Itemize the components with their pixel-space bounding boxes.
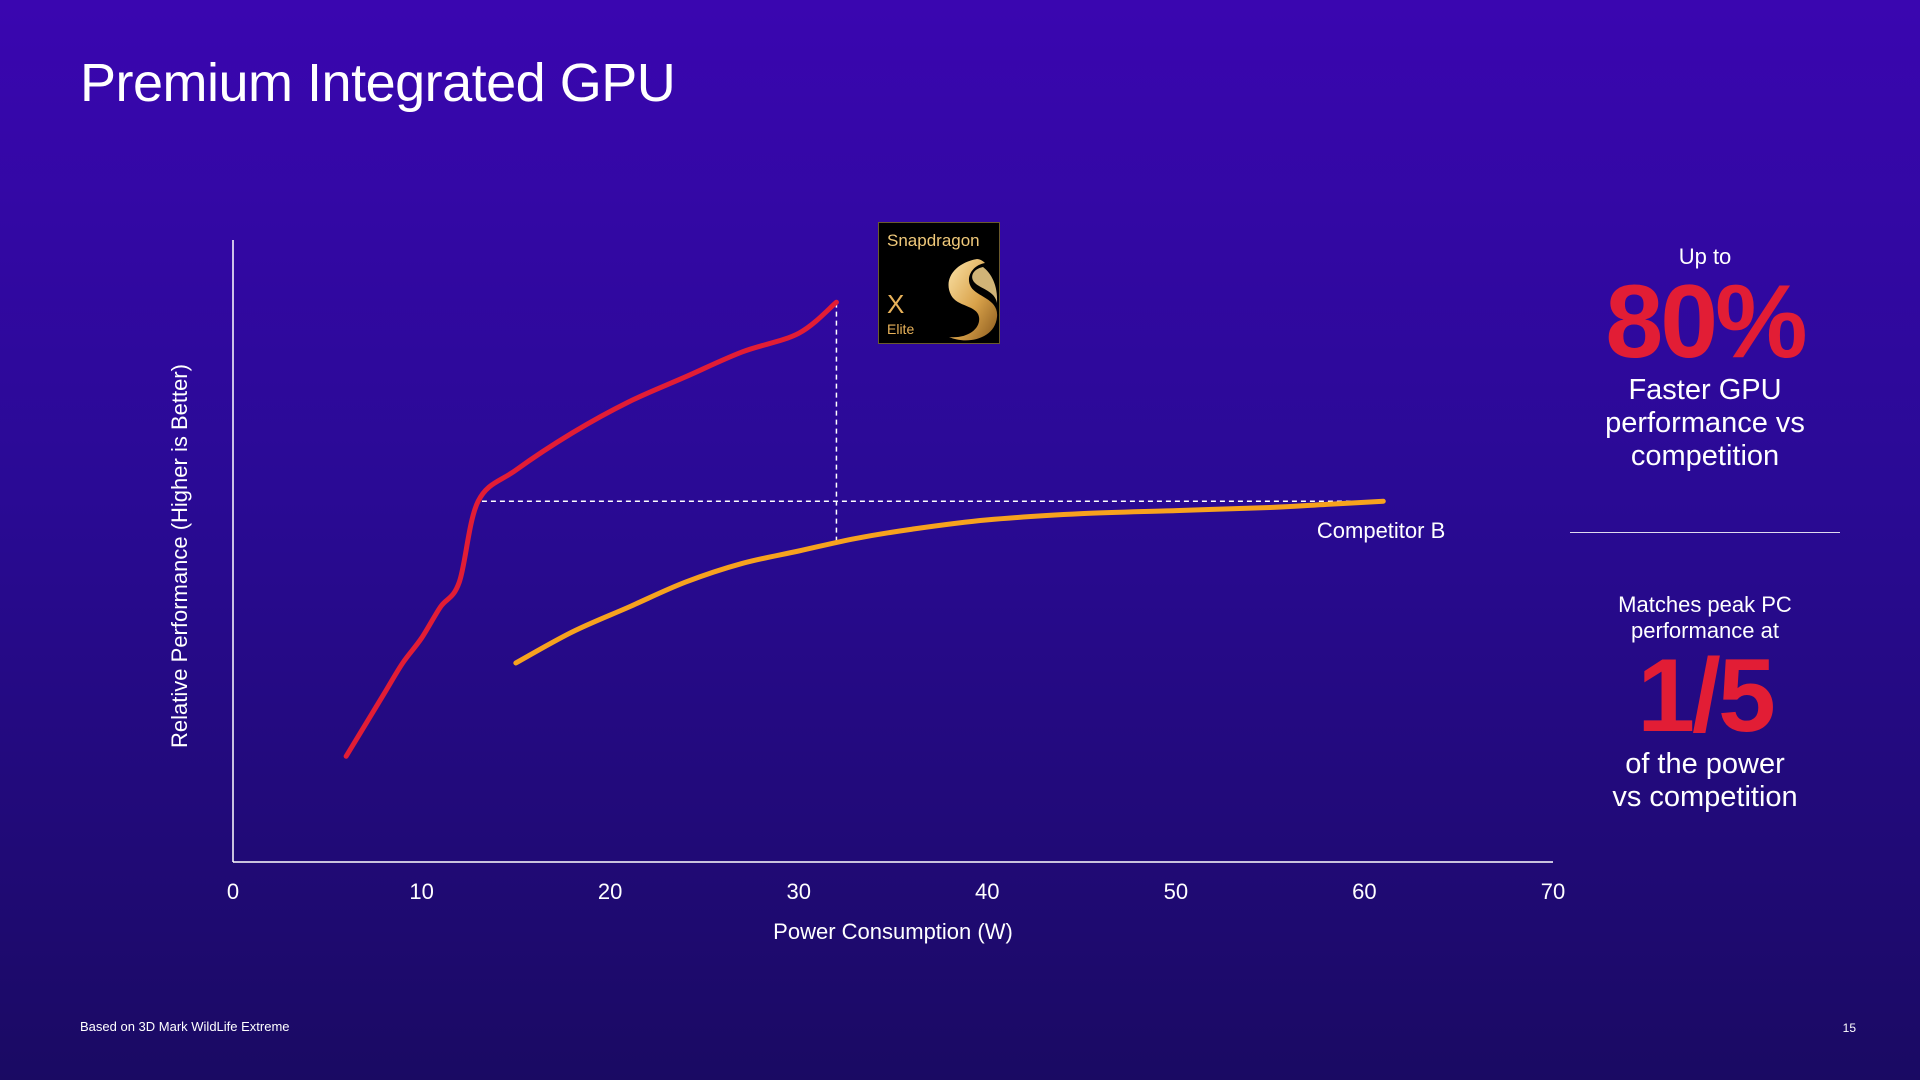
- y-axis-label: Relative Performance (Higher is Better): [167, 364, 192, 748]
- logo-tier-text: Elite: [887, 321, 915, 337]
- stat2-desc-line1: of the power: [1625, 748, 1785, 780]
- stats-divider: [1570, 532, 1840, 533]
- slide-title: Premium Integrated GPU: [80, 53, 676, 113]
- logo-brand-text: Snapdragon: [887, 231, 980, 250]
- x-tick-label: 60: [1352, 879, 1376, 904]
- footnote: Based on 3D Mark WildLife Extreme: [80, 1019, 290, 1034]
- stat1-desc-line1: Faster GPU: [1628, 374, 1782, 406]
- snapdragon-flame-icon: [948, 259, 998, 341]
- series-label-competitor-b: Competitor B: [1317, 518, 1445, 543]
- snapdragon-x-elite-logo: Snapdragon X Elite: [878, 222, 1000, 344]
- x-tick-label: 50: [1164, 879, 1188, 904]
- stat2-prefix-line2: performance at: [1631, 618, 1779, 643]
- reference-lines: [481, 302, 1384, 542]
- stat2-prefix-line1: Matches peak PC: [1618, 592, 1792, 617]
- stat-gpu-performance: Up to 80% Faster GPU performance vs comp…: [1570, 244, 1840, 473]
- chart-axes: [232, 240, 1553, 863]
- stat1-desc-line3: competition: [1630, 440, 1780, 472]
- logo-model-text: X: [887, 289, 905, 319]
- stat2-desc-line2: vs competition: [1612, 781, 1798, 813]
- stat2-value: 1/5: [1637, 638, 1776, 754]
- x-tick-label: 0: [227, 879, 239, 904]
- series-line-snapdragon: [343, 299, 839, 759]
- x-tick-label: 70: [1541, 879, 1565, 904]
- x-tick-label: 30: [786, 879, 810, 904]
- chart-labels: Power Consumption (W) Relative Performanc…: [167, 364, 1445, 944]
- x-tick-labels: 0 10 20 30 40 50 60 70: [227, 879, 1565, 904]
- x-tick-label: 10: [409, 879, 433, 904]
- x-tick-label: 20: [598, 879, 622, 904]
- stat1-value: 80%: [1605, 264, 1807, 380]
- stat1-prefix: Up to: [1678, 244, 1732, 269]
- x-tick-label: 40: [975, 879, 999, 904]
- stat1-desc-line2: performance vs: [1605, 407, 1805, 439]
- page-number: 15: [1842, 1021, 1856, 1035]
- series-line-competitor-b: [513, 498, 1386, 666]
- chart-series: [343, 299, 1386, 759]
- x-axis-label: Power Consumption (W): [773, 919, 1013, 944]
- stat-power-efficiency: Matches peak PC performance at 1/5 of th…: [1570, 592, 1840, 814]
